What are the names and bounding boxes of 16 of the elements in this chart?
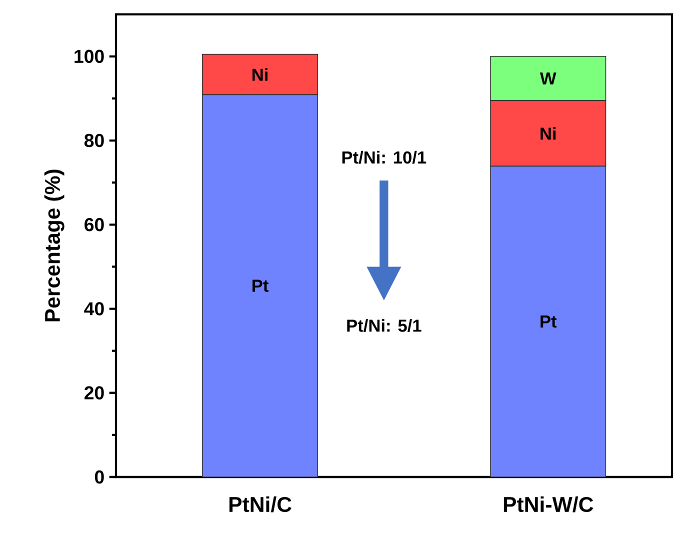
x-tick-label: PtNi-W/C [504, 496, 594, 512]
series-label: Pt [540, 316, 557, 328]
annotation: Pt/Ni: 10/1 [342, 150, 426, 164]
y-tick-label: 20 [84, 386, 104, 400]
text: Pt [252, 280, 268, 292]
y-tick-label: 80 [84, 134, 104, 148]
y-tick-label: 40 [84, 302, 104, 316]
text: Ni [540, 127, 556, 140]
y-tick-label: 100 [74, 50, 104, 64]
x-tick-label: PtNi/C [229, 496, 292, 512]
y-tick-label: 60 [84, 218, 104, 232]
series-label: Ni [252, 68, 268, 81]
y-tick-label: 0 [94, 470, 104, 484]
annotation: Pt/Ni: 5/1 [347, 319, 422, 332]
y-axis-title: Percentage (%) [44, 170, 64, 322]
series-label: W [540, 72, 556, 84]
